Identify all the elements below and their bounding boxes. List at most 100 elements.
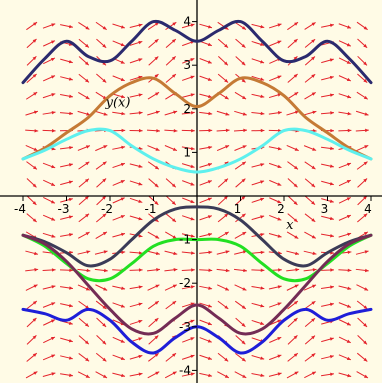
field-arrow [268, 233, 282, 238]
field-arrow [338, 179, 351, 187]
field-arrow [286, 145, 299, 152]
field-arrow [234, 284, 247, 291]
field-arrow-head [346, 43, 351, 47]
field-arrow [60, 94, 73, 98]
field-arrow [26, 38, 37, 49]
field-arrow [338, 302, 352, 308]
field-arrow [165, 73, 177, 83]
field-arrow [78, 335, 90, 345]
field-arrow [286, 284, 299, 291]
field-arrow-head [224, 43, 228, 48]
field-arrow [26, 213, 37, 223]
field-arrow-head [121, 128, 126, 133]
field-arrow-head [312, 110, 317, 115]
field-arrow [148, 352, 159, 362]
y-tick-label: -1 [179, 233, 191, 247]
field-arrow-head [364, 250, 369, 254]
field-arrow-head [241, 195, 246, 200]
field-arrow-head [33, 110, 38, 114]
field-arrow [25, 371, 38, 379]
field-arrow-head [173, 129, 178, 133]
field-arrow-head [241, 213, 246, 218]
field-arrow [182, 180, 195, 186]
y-tick-label: -4 [179, 363, 191, 377]
field-arrow-head [208, 268, 213, 273]
field-arrow-head [294, 22, 299, 26]
field-arrow [25, 144, 38, 152]
field-arrow-head [311, 39, 316, 43]
x-tick-label: -3 [58, 202, 70, 216]
field-arrow [216, 250, 230, 255]
field-arrow-head [293, 201, 298, 205]
field-arrow-head [173, 110, 178, 114]
field-arrow-head [363, 357, 368, 362]
field-arrow-head [156, 129, 160, 133]
field-arrow [181, 285, 195, 290]
field-arrow-head [311, 318, 316, 322]
field-arrow-head [68, 338, 73, 343]
field-arrow-head [154, 218, 159, 222]
field-arrow [304, 353, 316, 362]
field-arrow-head [330, 268, 334, 272]
field-arrow-head [190, 93, 195, 97]
field-arrow-head [154, 318, 159, 322]
field-arrow [199, 40, 212, 47]
field-arrow-head [242, 95, 247, 100]
field-arrow-head [346, 322, 351, 326]
field-arrow-head [277, 354, 282, 358]
field-arrow [60, 233, 73, 237]
field-arrow [269, 40, 282, 47]
field-arrow-head [241, 340, 246, 345]
field-arrow-head [172, 301, 177, 305]
field-arrow-head [293, 183, 298, 188]
field-arrow [165, 56, 176, 66]
field-arrow-head [311, 301, 316, 305]
field-arrow [320, 146, 335, 151]
field-arrow [251, 23, 265, 29]
field-arrow-head [190, 337, 195, 341]
field-arrow [235, 178, 246, 188]
field-arrow-head [363, 374, 368, 378]
field-arrow-head [69, 111, 73, 116]
field-arrow-head [86, 250, 91, 254]
field-arrow-head [294, 235, 299, 239]
field-arrow [286, 371, 299, 379]
field-arrow-head [293, 56, 298, 61]
field-arrow [234, 300, 247, 310]
field-arrow [251, 180, 265, 186]
field-arrow [129, 215, 143, 221]
field-arrow-head [241, 161, 246, 166]
field-arrow [60, 24, 73, 29]
field-arrow-head [51, 268, 56, 272]
y-axis-label: y(x) [105, 96, 131, 111]
field-arrow [357, 335, 368, 345]
field-arrow-head [207, 215, 212, 219]
field-arrow [60, 355, 73, 360]
field-arrow [181, 23, 195, 29]
field-arrow-head [294, 92, 299, 96]
field-arrow-head [363, 26, 368, 30]
field-arrow-head [171, 74, 176, 78]
field-arrow-head [346, 215, 351, 219]
field-arrow-head [32, 165, 37, 170]
field-arrow [235, 213, 246, 223]
field-arrow-head [172, 147, 177, 151]
field-arrow [181, 268, 195, 272]
field-arrow [287, 38, 298, 49]
field-arrow [26, 73, 37, 83]
field-arrow-head [363, 340, 367, 345]
field-arrow [269, 319, 282, 326]
field-arrow-head [102, 231, 107, 236]
field-arrow [164, 250, 178, 256]
field-arrow-head [363, 178, 368, 183]
field-arrow-head [69, 373, 73, 377]
field-arrow-head [51, 75, 56, 79]
field-arrow [251, 355, 265, 360]
field-arrow-head [50, 57, 55, 62]
field-arrow-head [138, 337, 143, 341]
field-arrow-head [50, 200, 55, 204]
field-arrow-head [172, 284, 177, 288]
field-arrow [356, 21, 368, 31]
field-arrow-head [346, 356, 351, 361]
